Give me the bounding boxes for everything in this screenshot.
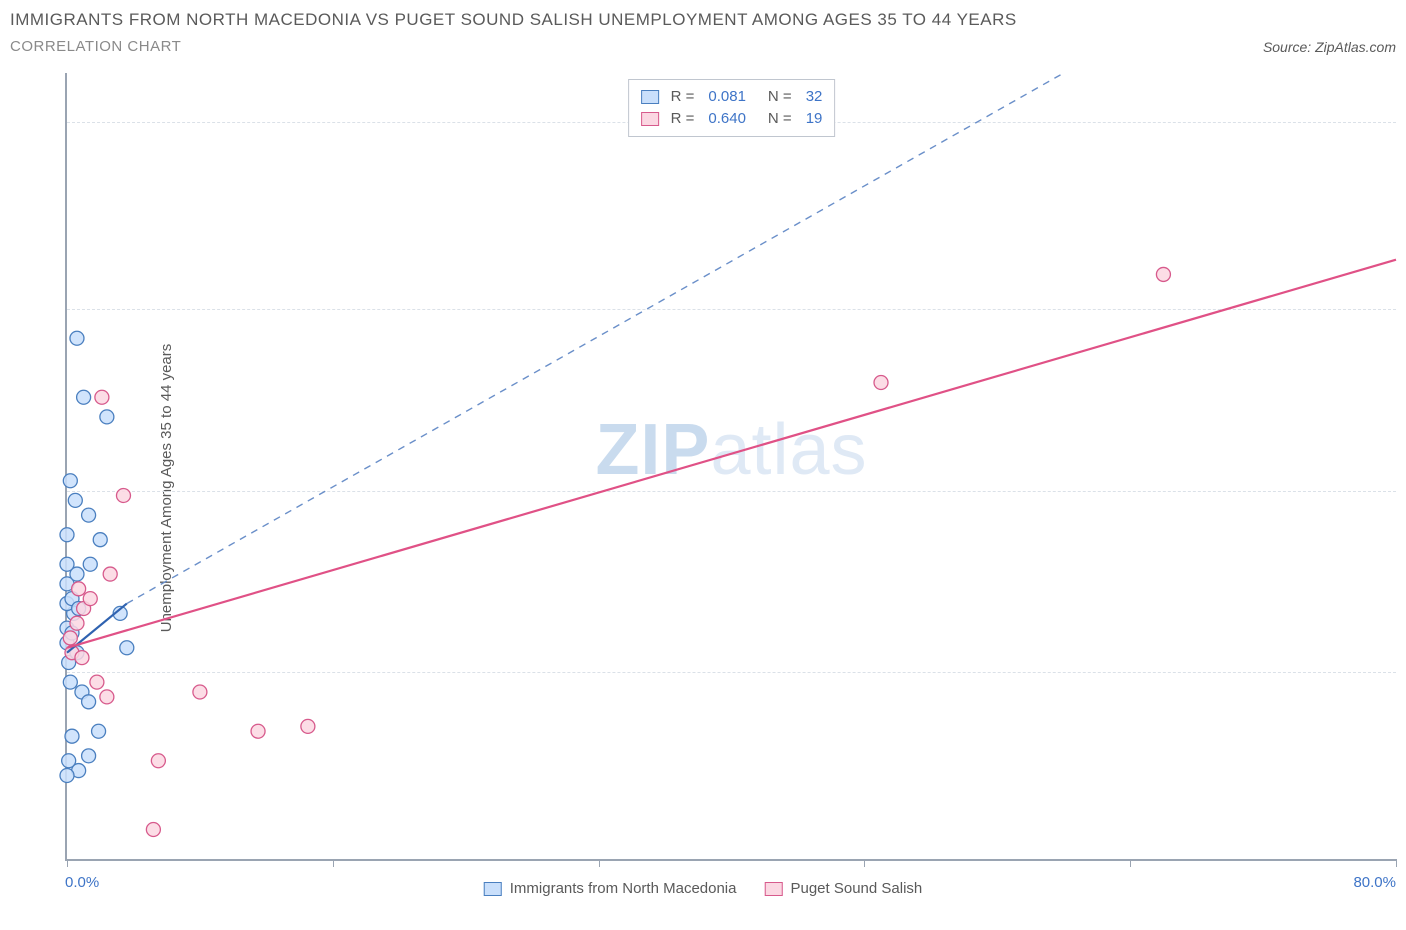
scatter-point xyxy=(301,719,315,733)
scatter-point xyxy=(60,768,74,782)
n-value-blue: 32 xyxy=(806,86,823,108)
r-value-blue: 0.081 xyxy=(708,86,746,108)
scatter-point xyxy=(70,331,84,345)
scatter-point xyxy=(100,690,114,704)
series-legend: Immigrants from North Macedonia Puget So… xyxy=(484,880,923,897)
legend-label-blue: Immigrants from North Macedonia xyxy=(510,880,737,897)
scatter-point xyxy=(75,651,89,665)
correlation-legend: R = 0.081 N = 32 R = 0.640 N = 19 xyxy=(628,79,836,137)
x-axis-min-label: 0.0% xyxy=(65,874,99,891)
scatter-point xyxy=(120,641,134,655)
x-axis-max-label: 80.0% xyxy=(1353,874,1396,891)
scatter-point xyxy=(60,557,74,571)
scatter-point xyxy=(251,724,265,738)
x-tick xyxy=(333,859,334,867)
chart-area: Unemployment Among Ages 35 to 44 years Z… xyxy=(10,73,1396,903)
scatter-point xyxy=(70,616,84,630)
legend-label-pink: Puget Sound Salish xyxy=(790,880,922,897)
scatter-point xyxy=(68,493,82,507)
scatter-point xyxy=(146,823,160,837)
r-value-pink: 0.640 xyxy=(708,108,746,130)
x-tick xyxy=(67,859,68,867)
trend-line xyxy=(67,260,1396,648)
x-tick xyxy=(1396,859,1397,867)
scatter-point xyxy=(1156,267,1170,281)
scatter-point xyxy=(116,488,130,502)
chart-title: IMMIGRANTS FROM NORTH MACEDONIA VS PUGET… xyxy=(10,10,1396,30)
scatter-point xyxy=(82,749,96,763)
scatter-point xyxy=(93,533,107,547)
r-label: R = xyxy=(671,86,695,108)
source-attribution: Source: ZipAtlas.com xyxy=(1263,39,1396,55)
legend-swatch-blue-icon xyxy=(484,882,502,896)
scatter-point xyxy=(103,567,117,581)
scatter-point xyxy=(72,582,86,596)
scatter-point xyxy=(151,754,165,768)
n-label: N = xyxy=(768,108,792,130)
legend-item-pink: Puget Sound Salish xyxy=(764,880,922,897)
scatter-point xyxy=(63,675,77,689)
legend-swatch-pink-icon xyxy=(764,882,782,896)
scatter-point xyxy=(83,557,97,571)
plot-area: ZIPatlas 3.8%7.5%11.2%15.0% R = 0.081 N … xyxy=(65,73,1396,861)
scatter-point xyxy=(65,729,79,743)
n-value-pink: 19 xyxy=(806,108,823,130)
scatter-point xyxy=(82,695,96,709)
scatter-point xyxy=(95,390,109,404)
scatter-point xyxy=(77,390,91,404)
scatter-point xyxy=(82,508,96,522)
x-tick xyxy=(1130,859,1131,867)
chart-subtitle: CORRELATION CHART xyxy=(10,38,181,55)
scatter-svg xyxy=(67,73,1396,859)
scatter-point xyxy=(83,592,97,606)
scatter-point xyxy=(60,528,74,542)
r-label: R = xyxy=(671,108,695,130)
scatter-point xyxy=(63,631,77,645)
legend-item-blue: Immigrants from North Macedonia xyxy=(484,880,737,897)
scatter-point xyxy=(63,474,77,488)
scatter-point xyxy=(193,685,207,699)
trend-line xyxy=(127,73,1064,604)
x-tick xyxy=(864,859,865,867)
scatter-point xyxy=(90,675,104,689)
scatter-point xyxy=(100,410,114,424)
legend-swatch-pink xyxy=(641,112,659,126)
x-tick xyxy=(599,859,600,867)
legend-swatch-blue xyxy=(641,90,659,104)
scatter-point xyxy=(874,375,888,389)
legend-row-blue: R = 0.081 N = 32 xyxy=(641,86,823,108)
legend-row-pink: R = 0.640 N = 19 xyxy=(641,108,823,130)
scatter-point xyxy=(92,724,106,738)
n-label: N = xyxy=(768,86,792,108)
